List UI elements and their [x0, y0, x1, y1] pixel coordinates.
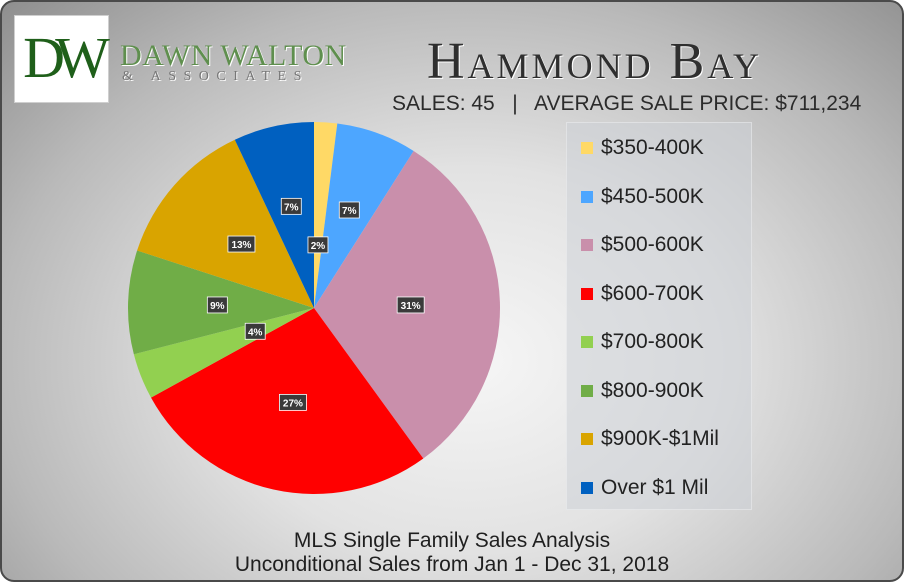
footer-line-1: MLS Single Family Sales Analysis	[293, 529, 611, 552]
logo-monogram: DW	[15, 22, 110, 94]
data-label-2: 7%	[338, 201, 360, 219]
legend-swatch-2	[581, 190, 593, 203]
page-title: Hammond Bay	[427, 33, 762, 90]
logo-letter-w: W	[55, 25, 110, 90]
legend-item-5: $700-800K	[581, 327, 704, 357]
sales-summary: SALES: 45 | AVERAGE SALE PRICE: $711,234	[392, 92, 862, 115]
legend-label-8: Over $1 Mil	[601, 475, 709, 499]
pie-slice-8	[234, 122, 314, 308]
data-label-8: 7%	[280, 197, 302, 215]
legend-item-3: $500-600K	[581, 230, 704, 260]
svg-text:27%: 27%	[283, 398, 303, 409]
pie-slice-2	[314, 123, 414, 308]
pie-slice-7	[137, 139, 314, 308]
company-logo: DW	[14, 15, 110, 103]
pie-slice-5	[133, 308, 314, 398]
legend-swatch-8	[581, 481, 593, 494]
firm-subtitle: & ASSOCIATES	[122, 69, 309, 84]
svg-text:7%: 7%	[342, 206, 357, 217]
chart-legend: $350-400K $450-500K $500-600K $600-700K $700…	[566, 122, 752, 510]
svg-text:2%: 2%	[311, 241, 326, 252]
legend-swatch-7	[581, 433, 593, 445]
legend-swatch-3	[581, 239, 593, 251]
legend-label-4: $600-700K	[601, 281, 704, 305]
pie-slice-1	[314, 122, 338, 308]
data-label-4: 27%	[279, 393, 307, 411]
legend-label-3: $500-600K	[601, 233, 704, 256]
svg-text:13%: 13%	[231, 240, 251, 251]
legend-item-6: $800-900K	[581, 376, 704, 406]
legend-label-2: $450-500K	[601, 184, 704, 208]
legend-swatch-4	[581, 287, 593, 300]
legend-swatch-6	[581, 384, 593, 397]
pie-chart: 2% 7% 31% 27% 4% 9% 13% 7%	[128, 122, 501, 494]
firm-name: DAWN WALTON	[120, 39, 347, 72]
legend-label-6: $800-900K	[601, 378, 704, 402]
svg-text:4%: 4%	[248, 327, 263, 338]
legend-label-7: $900K-$1Mil	[601, 427, 719, 450]
legend-label-1: $350-400K	[601, 136, 704, 159]
legend-label-5: $700-800K	[601, 330, 704, 353]
legend-swatch-1	[581, 142, 593, 154]
legend-item-7: $900K-$1Mil	[581, 424, 719, 454]
logo-letter-d: D	[23, 25, 65, 90]
data-label-5: 4%	[244, 322, 266, 340]
data-label-1: 2%	[307, 236, 329, 254]
legend-item-4: $600-700K	[581, 279, 704, 309]
data-label-7: 13%	[227, 235, 256, 253]
legend-item-2: $450-500K	[581, 182, 704, 212]
legend-item-8: Over $1 Mil	[581, 473, 708, 503]
data-label-6: 9%	[206, 296, 228, 314]
legend-item-1: $350-400K	[581, 133, 704, 163]
svg-text:9%: 9%	[210, 301, 225, 312]
svg-text:7%: 7%	[284, 202, 299, 213]
data-label-3: 31%	[396, 296, 425, 314]
svg-text:31%: 31%	[401, 301, 421, 312]
legend-swatch-5	[581, 336, 593, 348]
footer-line-2: Unconditional Sales from Jan 1 - Dec 31,…	[234, 553, 670, 576]
